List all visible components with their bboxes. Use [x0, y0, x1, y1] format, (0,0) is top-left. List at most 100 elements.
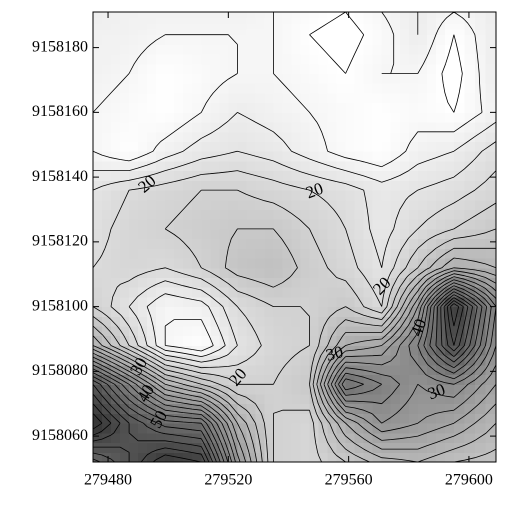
shade-cell — [453, 92, 465, 104]
shade-cell — [435, 92, 446, 104]
shade-cell — [444, 306, 455, 317]
shade-cell — [291, 364, 302, 376]
shade-cell — [399, 277, 410, 288]
shade-cell — [318, 296, 329, 308]
shade-cell — [291, 452, 302, 463]
shade-cell — [336, 141, 347, 152]
shade-cell — [255, 219, 265, 230]
shade-cell — [408, 160, 419, 172]
shade-cell — [363, 267, 374, 278]
shade-cell — [210, 112, 220, 123]
shade-cell — [201, 306, 211, 317]
shade-cell — [219, 209, 229, 220]
shade-cell — [165, 403, 175, 414]
shade-cell — [255, 326, 265, 337]
shade-cell — [464, 403, 476, 414]
shade-cell — [291, 335, 302, 346]
shade-cell — [147, 238, 157, 249]
shade-cell — [192, 23, 202, 30]
shade-cell — [282, 92, 292, 104]
shade-cell — [399, 63, 410, 75]
shade-cell — [138, 44, 148, 55]
shade-cell — [426, 28, 437, 36]
shade-cell — [345, 102, 356, 113]
shade-cell — [444, 442, 455, 453]
shade-cell — [210, 258, 220, 269]
shade-cell — [444, 54, 455, 65]
shade-cell — [237, 73, 247, 84]
shade-cell — [264, 345, 274, 356]
shade-cell — [363, 28, 374, 36]
shade-cell — [390, 44, 401, 55]
shade-cell — [174, 296, 184, 308]
shade-cell — [102, 267, 112, 278]
shade-cell — [474, 141, 486, 152]
shade-cell — [417, 180, 428, 191]
shade-cell — [165, 28, 175, 36]
shade-cell — [336, 364, 347, 376]
shade-cell — [309, 122, 320, 133]
shade-cell — [210, 423, 220, 434]
shade-cell — [381, 374, 392, 385]
shade-cell — [174, 131, 184, 142]
shade-cell — [300, 151, 311, 162]
shade-cell — [464, 238, 476, 249]
shade-cell — [264, 141, 274, 152]
shade-cell — [372, 287, 383, 298]
shade-cell — [228, 355, 238, 366]
shade-cell — [165, 267, 175, 278]
shade-cell — [390, 63, 401, 75]
shade-cell — [201, 219, 211, 230]
shade-cell — [464, 209, 476, 220]
shade-cell — [255, 141, 265, 152]
shade-cell — [183, 17, 193, 24]
shade-cell — [102, 384, 112, 395]
shade-cell — [165, 394, 175, 405]
shade-cell — [174, 73, 184, 84]
shade-cell — [291, 296, 302, 308]
shade-cell — [309, 73, 320, 84]
shade-cell — [291, 219, 302, 230]
shade-cell — [246, 258, 256, 269]
shade-cell — [309, 131, 320, 142]
shade-cell — [453, 384, 465, 395]
shade-cell — [192, 112, 202, 123]
shade-cell — [309, 54, 320, 65]
shade-cell — [417, 160, 428, 172]
shade-cell — [408, 267, 419, 278]
shade-cell — [390, 151, 401, 162]
shade-cell — [219, 238, 229, 249]
shade-cell — [165, 442, 175, 453]
shade-cell — [435, 238, 446, 249]
shade-cell — [291, 131, 302, 142]
shade-cell — [210, 12, 220, 19]
shade-cell — [372, 180, 383, 191]
shade-cell — [192, 141, 202, 152]
shade-cell — [237, 316, 247, 327]
shade-cell — [381, 160, 392, 172]
shade-cell — [138, 258, 148, 269]
shade-cell — [111, 73, 121, 84]
shade-cell — [255, 296, 265, 308]
y-tick-label: 9158120 — [32, 233, 88, 250]
shade-cell — [336, 403, 347, 414]
shade-cell — [327, 306, 338, 317]
shade-cell — [156, 199, 166, 210]
shade-cell — [201, 364, 211, 376]
shade-cell — [129, 238, 139, 249]
shade-cell — [327, 63, 338, 75]
shade-cell — [129, 17, 139, 24]
shade-cell — [372, 238, 383, 249]
shade-cell — [399, 141, 410, 152]
shade-cell — [300, 442, 311, 453]
shade-cell — [192, 219, 202, 230]
shade-cell — [354, 209, 365, 220]
shade-cell — [363, 122, 374, 133]
shade-cell — [363, 141, 374, 152]
shade-cell — [345, 141, 356, 152]
shade-cell — [138, 267, 148, 278]
shade-cell — [345, 28, 356, 36]
shade-cell — [165, 228, 175, 240]
shade-cell — [102, 92, 112, 104]
shade-cell — [318, 17, 329, 24]
